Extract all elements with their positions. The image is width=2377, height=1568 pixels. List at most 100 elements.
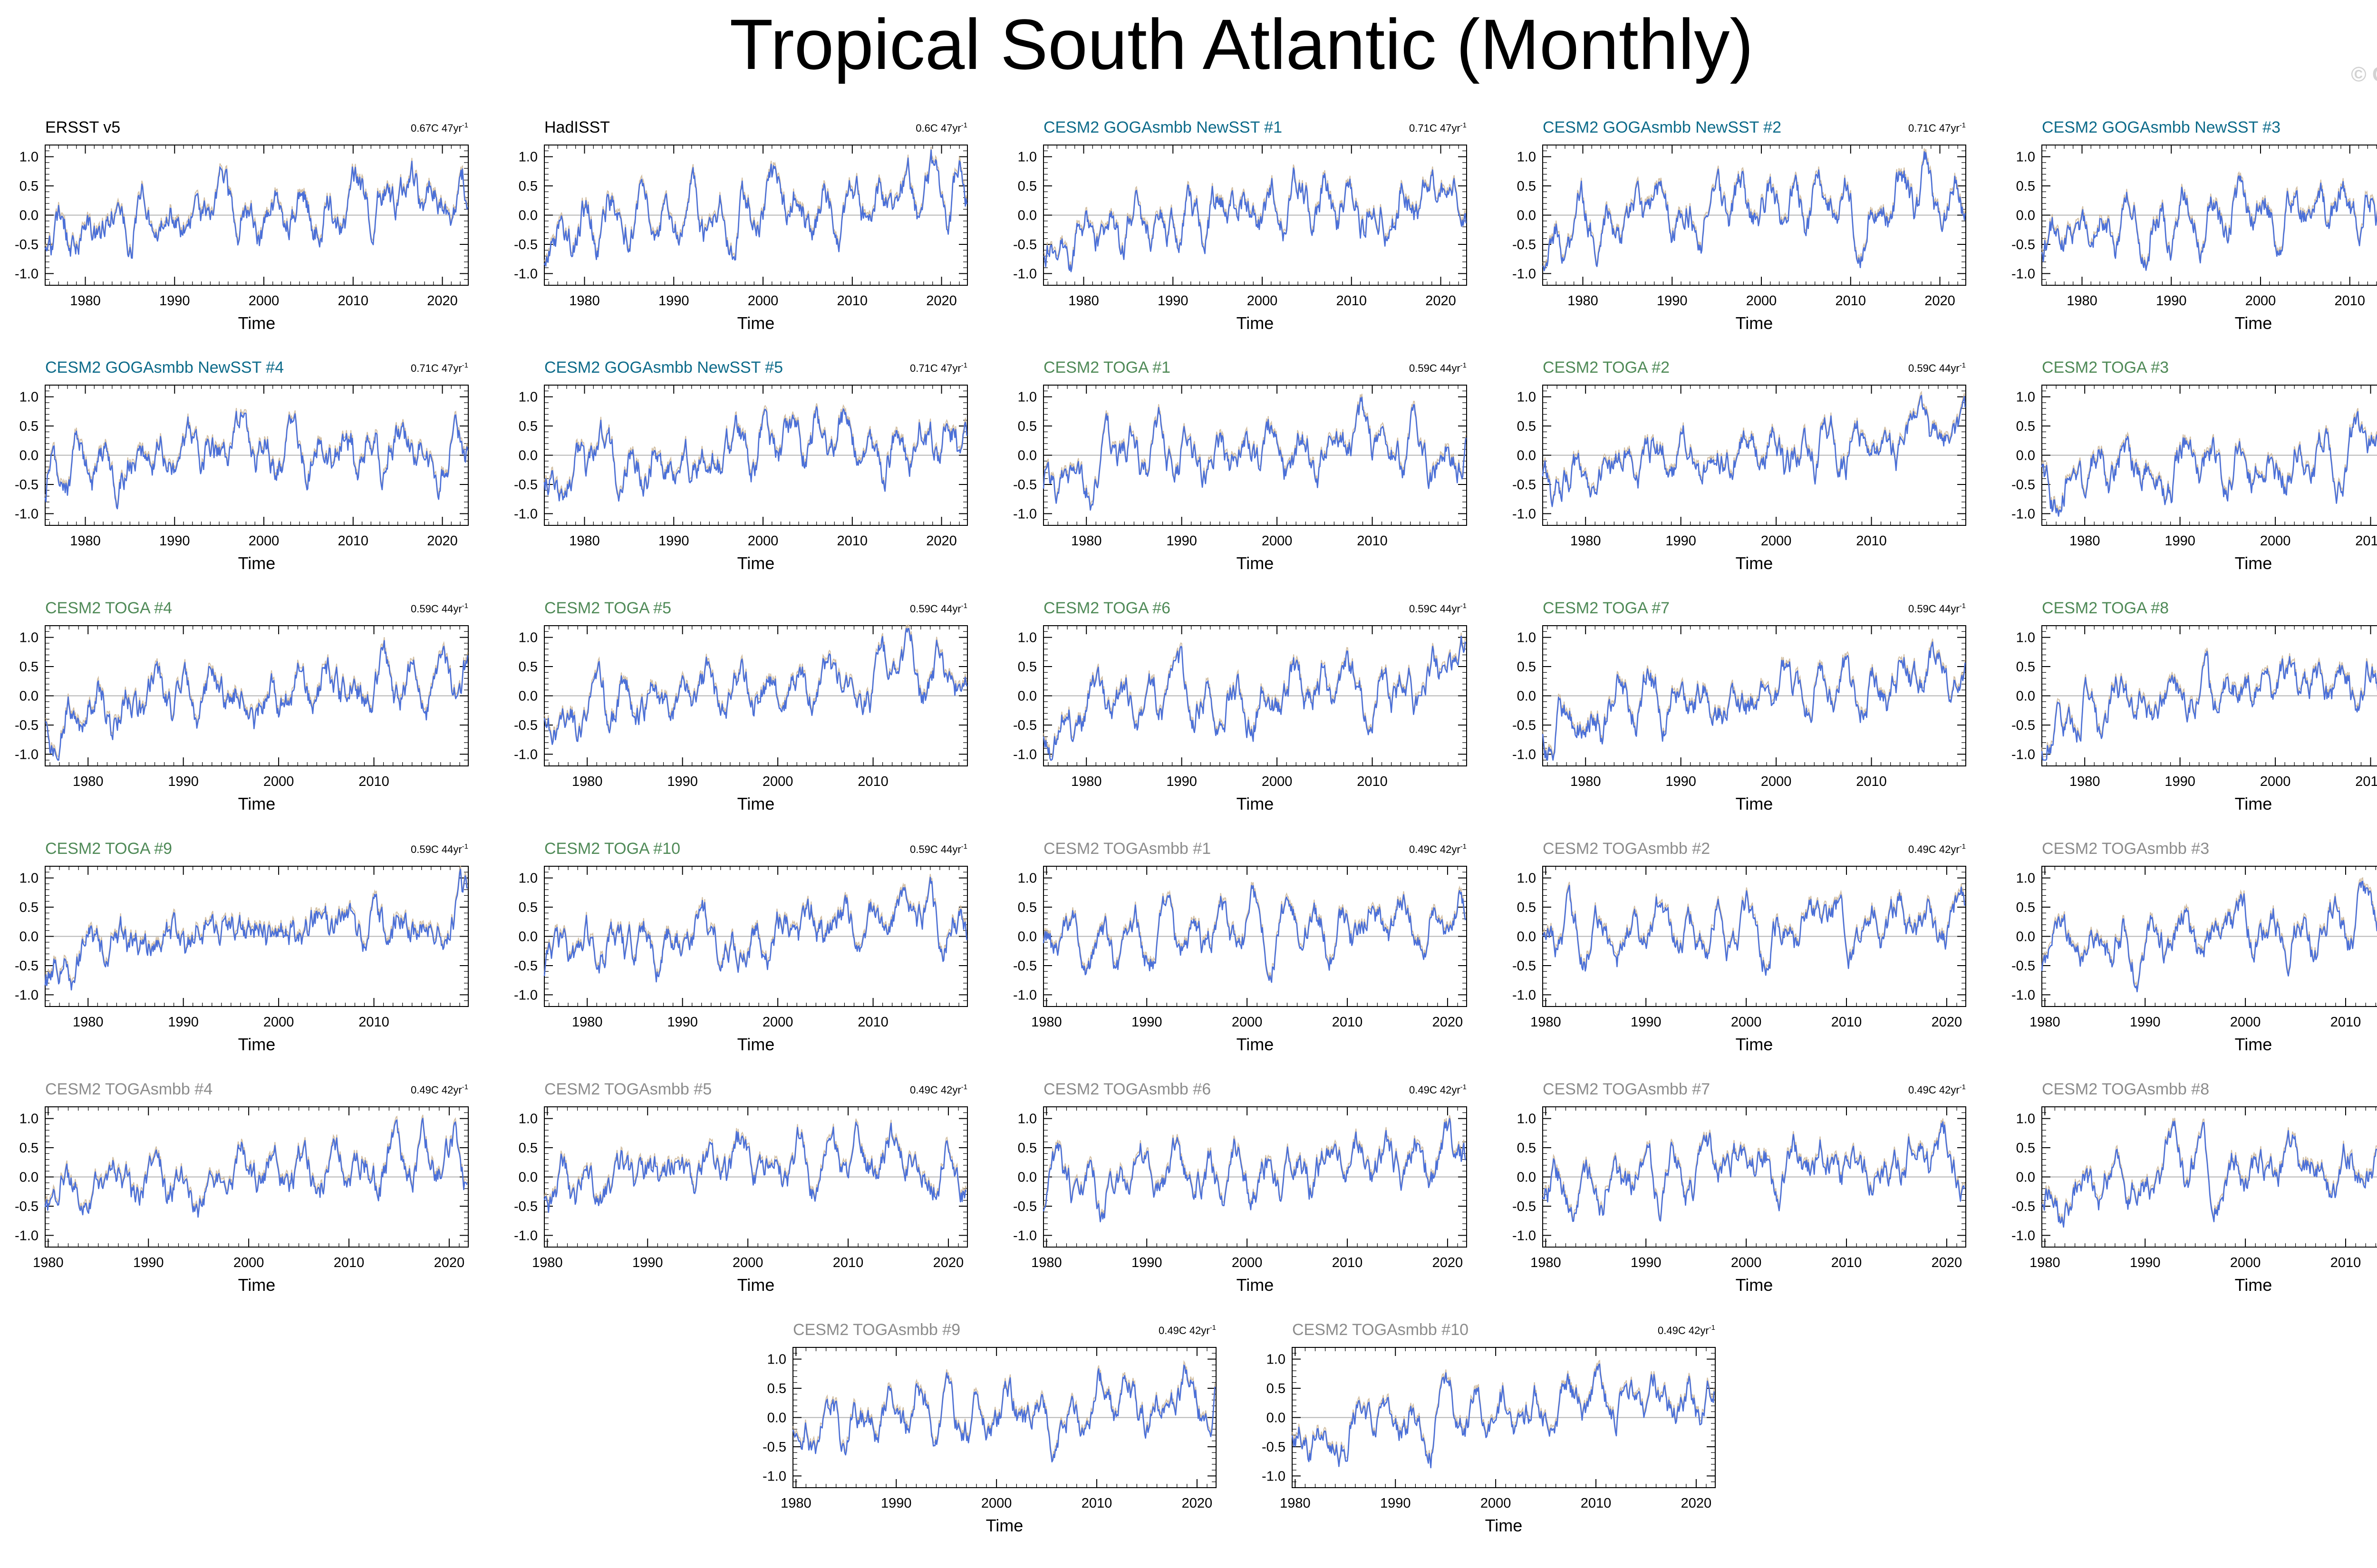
y-tick-label: -1.0	[1013, 747, 1037, 762]
x-tick-label: 1980	[33, 1255, 64, 1270]
x-tick-label: 2000	[1262, 533, 1293, 549]
panel-3: 1.0 0.5 0.0 -0.5 -1.0 1980 1990 2000 2010 2020 CES…	[1013, 118, 1467, 333]
x-tick-label: 1980	[572, 774, 603, 789]
x-tick-label: 1980	[2069, 533, 2100, 549]
y-tick-label: -1.0	[2011, 747, 2035, 762]
x-tick-label: 1980	[73, 774, 104, 789]
trend-label: 0.59C 44yr-1	[910, 842, 967, 855]
trend-label: 0.49C 42yr-1	[1159, 1324, 1216, 1336]
timeseries-line	[543, 149, 967, 267]
timeseries-line	[2041, 1121, 2377, 1228]
x-tick-label: 1990	[1657, 293, 1688, 309]
y-tick-label: -0.5	[514, 477, 538, 493]
x-tick-label: 2020	[1681, 1496, 1712, 1511]
y-tick-label: 1.0	[1018, 871, 1037, 886]
panel-23: 1.0 0.5 0.0 -0.5 -1.0 1980 1990 2000 2010 2020 CES…	[1013, 1080, 1467, 1295]
y-tick-label: -0.5	[15, 237, 39, 252]
figure-title: Tropical South Atlantic (Monthly)	[729, 4, 1754, 84]
y-tick-label: 0.5	[1018, 419, 1037, 434]
panel-2: 1.0 0.5 0.0 -0.5 -1.0 1980 1990 2000 2010 2020 Had…	[514, 118, 968, 333]
y-tick-label: -1.0	[514, 747, 538, 762]
trend-label: 0.59C 44yr-1	[411, 602, 468, 615]
y-tick-label: 0.5	[19, 900, 39, 915]
x-tick-label: 2010	[1856, 533, 1887, 549]
trend-label: 0.71C 47yr-1	[411, 361, 468, 374]
x-tick-label: 2000	[263, 1015, 294, 1030]
y-tick-label: 0.5	[1018, 179, 1037, 194]
x-axis-label: Time	[2235, 313, 2272, 333]
x-tick-label: 2020	[1432, 1015, 1463, 1030]
timeseries-line	[1043, 397, 1467, 511]
y-tick-label: 0.5	[519, 900, 538, 915]
panel-title: CESM2 GOGAsmbb NewSST #2	[1543, 118, 1781, 136]
x-tick-label: 2000	[1247, 293, 1278, 309]
timeseries-line	[45, 640, 468, 761]
panel-14: 1.0 0.5 0.0 -0.5 -1.0 1980 1990 2000 2010 CESM2 T…	[1512, 599, 1966, 813]
x-tick-label: 1990	[632, 1255, 663, 1270]
x-tick-label: 2000	[249, 293, 280, 309]
y-tick-label: -1.0	[15, 1228, 39, 1243]
y-tick-label: -0.5	[1013, 237, 1037, 252]
ensemble-line	[2041, 408, 2377, 513]
panel-title: CESM2 TOGA #10	[544, 840, 680, 858]
x-tick-label: 2000	[233, 1255, 264, 1270]
timeseries-line	[1043, 636, 1467, 761]
y-tick-label: -1.0	[1512, 266, 1536, 281]
panel-19: 1.0 0.5 0.0 -0.5 -1.0 1980 1990 2000 2010 2020 CES…	[1512, 840, 1966, 1054]
panel-9: 1.0 0.5 0.0 -0.5 -1.0 1980 1990 2000 2010 CESM2 T…	[1512, 358, 1966, 573]
y-tick-label: 0.0	[1517, 689, 1536, 704]
y-tick-label: 0.0	[19, 448, 39, 464]
panel-18: 1.0 0.5 0.0 -0.5 -1.0 1980 1990 2000 2010 2020 CES…	[1013, 840, 1467, 1054]
y-tick-label: 1.0	[767, 1352, 786, 1367]
panel-27: 1.0 0.5 0.0 -0.5 -1.0 1980 1990 2000 2010 2020 CES…	[1262, 1321, 1716, 1535]
y-tick-label: 1.0	[519, 871, 538, 886]
panel-title: CESM2 TOGA #7	[1543, 599, 1670, 617]
panel-title: CESM2 TOGA #2	[1543, 358, 1670, 377]
y-tick-label: -1.0	[1013, 987, 1037, 1003]
y-tick-label: 1.0	[2016, 871, 2035, 886]
y-tick-label: 0.0	[2016, 929, 2035, 945]
y-tick-label: 1.0	[19, 150, 39, 165]
y-tick-label: 0.5	[1517, 900, 1536, 915]
panel-title: CESM2 TOGAsmbb #8	[2042, 1080, 2209, 1098]
panel-title: ERSST v5	[45, 118, 120, 136]
y-tick-label: 0.5	[2016, 179, 2035, 194]
x-tick-label: 1990	[1631, 1015, 1662, 1030]
x-tick-label: 2020	[1932, 1255, 1962, 1270]
y-tick-label: 0.0	[19, 208, 39, 223]
y-tick-label: 1.0	[519, 630, 538, 646]
x-axis-label: Time	[2235, 1035, 2272, 1054]
trend-superscript: -1	[462, 602, 468, 610]
trend-label: 0.59C 44yr-1	[1409, 361, 1467, 374]
x-tick-label: 2010	[858, 1015, 889, 1030]
trend-label: 0.49C 42yr-1	[1908, 842, 1966, 855]
panel-12: 1.0 0.5 0.0 -0.5 -1.0 1980 1990 2000 2010 CESM2 T…	[514, 599, 968, 813]
panel-16: 1.0 0.5 0.0 -0.5 -1.0 1980 1990 2000 2010 CESM2 T…	[15, 840, 469, 1054]
panel-title: CESM2 TOGAsmbb #1	[1044, 840, 1211, 858]
y-tick-label: 0.5	[1018, 659, 1037, 675]
y-tick-label: -1.0	[1512, 506, 1536, 522]
panel-title: HadISST	[544, 118, 610, 136]
x-tick-label: 1990	[667, 774, 698, 789]
y-tick-label: -0.5	[1013, 477, 1037, 493]
y-tick-label: 1.0	[519, 1112, 538, 1127]
x-tick-label: 2020	[1425, 293, 1456, 309]
x-tick-label: 2020	[926, 293, 957, 309]
x-tick-label: 2000	[981, 1496, 1012, 1511]
x-axis-label: Time	[1237, 313, 1274, 333]
timeseries-line	[1542, 884, 1965, 976]
trend-superscript: -1	[961, 842, 967, 851]
y-tick-label: -0.5	[2011, 477, 2035, 493]
x-tick-label: 2000	[1746, 293, 1777, 309]
x-tick-label: 2010	[1831, 1015, 1862, 1030]
y-tick-label: 0.5	[1517, 419, 1536, 434]
x-tick-label: 2000	[263, 774, 294, 789]
x-tick-label: 2010	[1357, 533, 1388, 549]
x-tick-label: 1980	[70, 533, 101, 549]
panel-7: 1.0 0.5 0.0 -0.5 -1.0 1980 1990 2000 2010 2020 CES…	[514, 358, 968, 573]
trend-superscript: -1	[961, 121, 967, 129]
trend-label: 0.59C 44yr-1	[411, 842, 468, 855]
y-tick-label: 0.0	[767, 1411, 786, 1426]
y-tick-label: 1.0	[1517, 871, 1536, 886]
